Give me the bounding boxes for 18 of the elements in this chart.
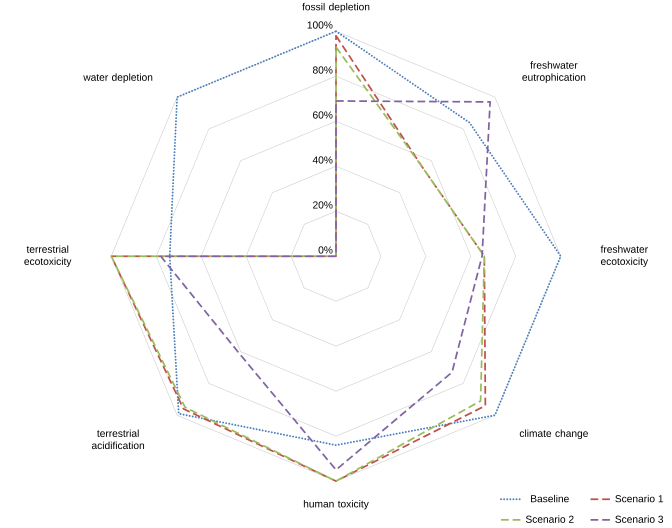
spoke-label: freshwater eutrophication [522, 61, 586, 83]
legend-label: Baseline [531, 494, 569, 502]
spoke-label: water depletion [83, 73, 152, 83]
y-tick-label: 20% [313, 201, 333, 209]
legend-label: Scenario 2 [526, 515, 574, 523]
legend-label: Scenario 1 [615, 494, 664, 502]
spoke-label: terrestrial ecotoxicity [24, 245, 72, 267]
y-tick-label: 100% [308, 21, 333, 29]
spoke-label: terrestrial acidification [92, 429, 144, 450]
spoke-label: fossil depletion [302, 2, 370, 12]
spoke-label: human toxicity [304, 500, 369, 510]
legend-label: Scenario 3 [615, 515, 664, 523]
spoke-label: climate change [520, 429, 588, 439]
spoke-label: freshwater ecotoxicity [600, 245, 648, 267]
y-tick-label: 60% [313, 111, 333, 119]
y-tick-label: 40% [312, 156, 333, 164]
y-tick-label: 0% [318, 246, 333, 254]
y-tick-label: 80% [312, 66, 333, 74]
